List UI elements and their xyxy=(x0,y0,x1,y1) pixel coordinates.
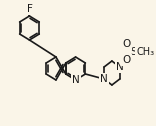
Text: F: F xyxy=(27,4,32,14)
Text: N: N xyxy=(116,62,124,72)
Text: O: O xyxy=(122,55,131,65)
Text: O: O xyxy=(122,39,131,49)
Text: CH₃: CH₃ xyxy=(136,47,154,57)
Text: N: N xyxy=(72,75,79,85)
Text: N: N xyxy=(100,74,108,84)
Text: S: S xyxy=(130,47,137,57)
